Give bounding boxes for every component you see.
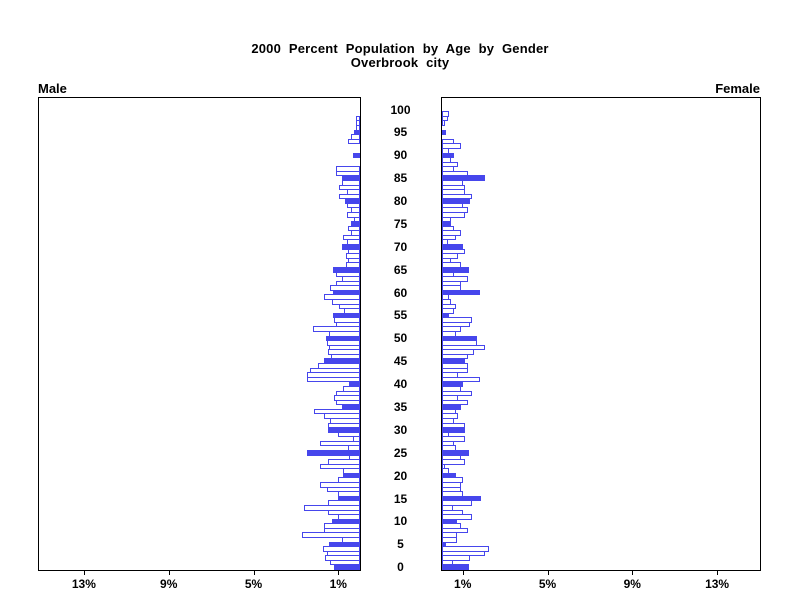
age-tick-label-80: 80 <box>393 194 408 209</box>
bar-male-age-90 <box>353 152 360 159</box>
x-tick-mark <box>632 570 634 575</box>
bar-female-age-60 <box>442 289 481 296</box>
x-tick-mark <box>547 570 549 575</box>
x-tick-label-1%: 1% <box>329 577 347 591</box>
age-tick-label-75: 75 <box>393 216 408 231</box>
chart-title: 2000 Percent Population by Age by Gender <box>251 41 549 56</box>
bar-female-age-4 <box>442 546 489 552</box>
bar-female-age-70 <box>442 244 463 250</box>
bar-male-age-25 <box>306 450 360 456</box>
age-tick-label-95: 95 <box>393 125 408 140</box>
age-tick-label-50: 50 <box>393 331 408 346</box>
bar-male-age-34 <box>313 408 360 415</box>
x-tick-label-9%: 9% <box>160 577 178 591</box>
age-tick-label-0: 0 <box>397 560 404 575</box>
female-panel-header: Female <box>715 81 760 96</box>
age-tick-label-85: 85 <box>393 171 408 186</box>
bar-male-age-87 <box>335 166 360 172</box>
age-tick-label-55: 55 <box>393 308 408 323</box>
bar-female-age-41 <box>442 376 481 383</box>
age-tick-label-10: 10 <box>393 514 408 529</box>
bar-female-age-63 <box>442 276 468 282</box>
x-tick-label-5%: 5% <box>538 577 557 591</box>
bar-male-age-27 <box>319 440 360 447</box>
bar-female-age-66 <box>442 262 461 268</box>
bar-female-age-99 <box>442 111 449 117</box>
x-tick-label-1%: 1% <box>454 577 472 591</box>
x-tick-label-13%: 13% <box>71 577 96 591</box>
age-tick-label-35: 35 <box>393 400 408 415</box>
bar-female-age-86 <box>442 170 468 177</box>
x-tick-mark <box>462 570 464 575</box>
bar-female-age-21 <box>442 468 449 474</box>
male-panel-header: Male <box>38 81 67 96</box>
x-tick-mark <box>168 570 170 575</box>
chart-subtitle: Overbrook city <box>350 55 450 70</box>
bar-female-age-28 <box>442 436 466 442</box>
male-pyramid-panel <box>38 97 361 571</box>
age-tick-label-65: 65 <box>393 262 408 277</box>
x-tick-mark <box>717 570 719 575</box>
age-tick-label-60: 60 <box>393 285 408 300</box>
x-tick-label-5%: 5% <box>244 577 263 591</box>
age-tick-label-20: 20 <box>393 468 408 483</box>
bar-female-age-50 <box>442 335 477 342</box>
x-tick-mark <box>338 570 340 575</box>
bar-female-age-54 <box>442 317 473 323</box>
x-tick-mark <box>253 570 255 575</box>
x-tick-mark <box>83 570 85 575</box>
x-tick-label-9%: 9% <box>623 577 641 591</box>
age-tick-label-100: 100 <box>390 102 411 117</box>
age-tick-label-5: 5 <box>397 537 404 552</box>
x-tick-label-13%: 13% <box>705 577 730 591</box>
age-axis-labels: 0 5 10 15 20 25 30 35 40 45 50 55 60 65 70 75 80 85 90 95 10… <box>360 0 441 600</box>
female-pyramid-panel <box>441 97 761 571</box>
bar-female-age-93 <box>442 138 454 145</box>
bar-female-age-31 <box>442 422 466 429</box>
age-tick-label-70: 70 <box>393 239 408 254</box>
age-tick-label-15: 15 <box>393 491 408 506</box>
age-tick-label-90: 90 <box>393 148 408 163</box>
bar-female-age-0 <box>442 564 469 570</box>
bar-female-age-20 <box>442 472 457 479</box>
age-tick-label-25: 25 <box>393 445 408 460</box>
age-tick-label-40: 40 <box>393 377 408 392</box>
bar-male-age-23 <box>328 459 360 465</box>
age-tick-label-30: 30 <box>393 422 408 437</box>
bar-female-age-95 <box>442 129 447 136</box>
age-tick-label-45: 45 <box>393 354 408 369</box>
bar-male-age-98 <box>355 115 360 122</box>
